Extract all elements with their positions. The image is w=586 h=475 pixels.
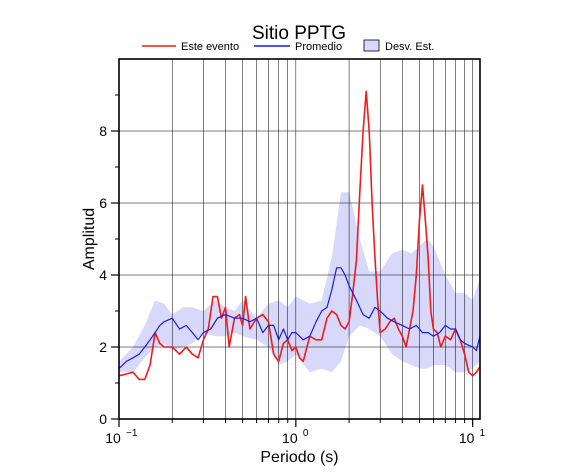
legend-label-1: Promedio — [295, 41, 342, 53]
y-tick-label-3: 6 — [99, 195, 107, 211]
x-tick-label-2: 10 — [459, 430, 475, 446]
y-tick-label-2: 4 — [99, 267, 107, 283]
series-line-promedio — [118, 267, 481, 370]
y-tick-label-1: 2 — [99, 339, 107, 355]
x-axis-title: Periodo (s) — [260, 449, 338, 466]
x-tick-exponent-0: −1 — [126, 428, 138, 439]
y-tick-label-4: 8 — [99, 123, 107, 139]
x-tick-exponent-1: 0 — [303, 428, 309, 439]
x-tick-label-0: 10 — [105, 430, 121, 446]
legend: Este evento Promedio Desv. Est. — [142, 39, 434, 53]
grid-layer — [119, 59, 480, 419]
series-line-este-evento — [118, 90, 481, 381]
chart-title: Sitio PPTG — [252, 23, 346, 44]
y-axis-title: Amplitud — [81, 208, 98, 270]
x-tick-label-1: 10 — [282, 430, 298, 446]
series-layer — [118, 90, 481, 381]
legend-label-0: Este evento — [181, 41, 239, 53]
legend-swatch-2 — [363, 39, 380, 52]
legend-label-2: Desv. Est. — [385, 41, 434, 53]
x-tick-exponent-2: 1 — [480, 428, 486, 439]
y-tick-label-0: 0 — [99, 411, 107, 427]
